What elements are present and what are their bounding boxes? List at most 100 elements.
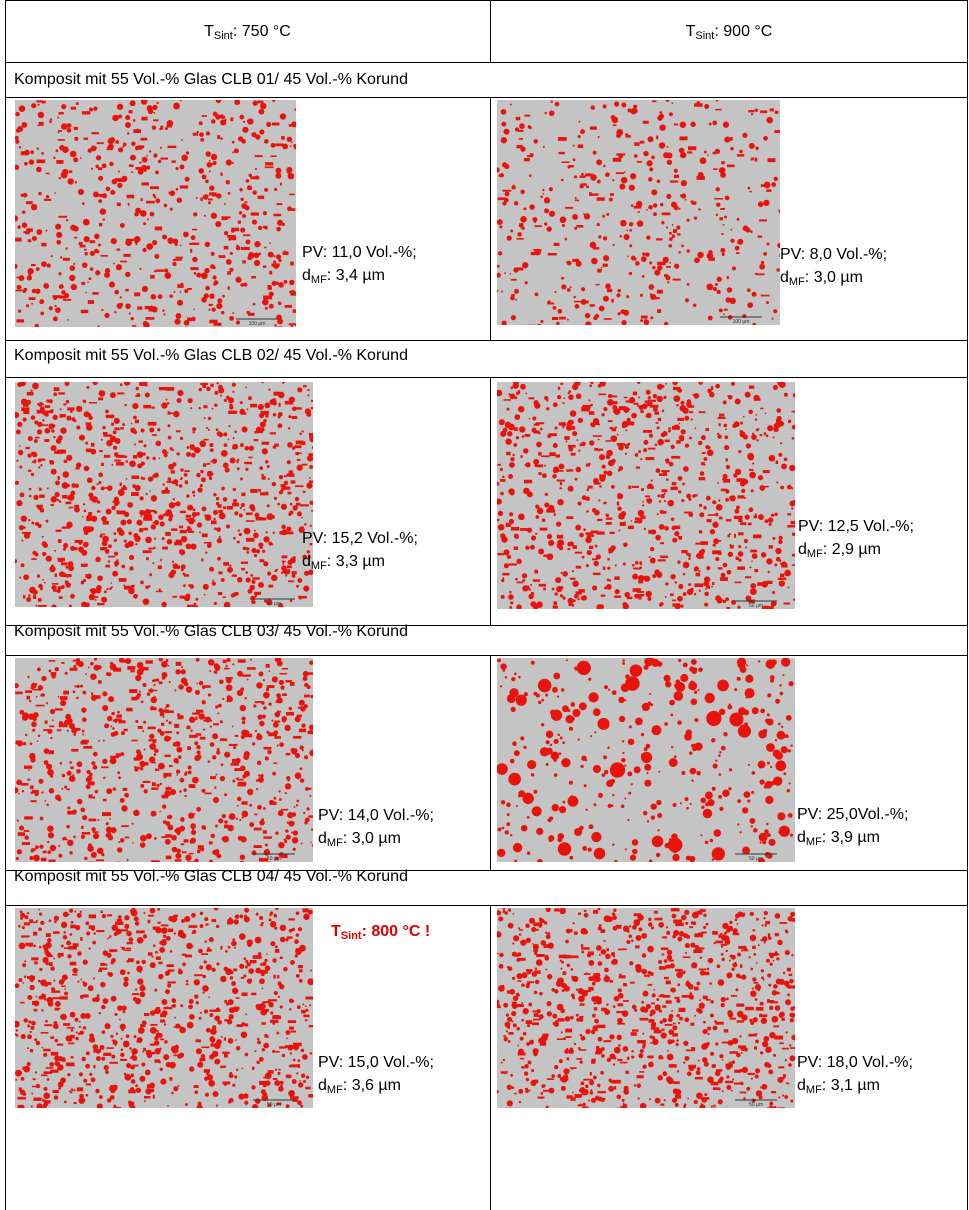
pore [671, 599, 676, 602]
pore [769, 1101, 774, 1106]
pore [256, 1037, 260, 1041]
pore [34, 323, 39, 327]
pore [311, 510, 313, 512]
pore [99, 534, 103, 538]
pore [135, 166, 144, 170]
pore [24, 923, 30, 925]
pore [288, 512, 291, 516]
pore [286, 460, 291, 465]
pore [198, 713, 205, 720]
pore [664, 1023, 673, 1026]
pore [614, 564, 617, 567]
pore [571, 383, 579, 391]
pore [118, 841, 121, 844]
pore [28, 159, 35, 165]
pore [159, 731, 165, 736]
pore [262, 265, 267, 268]
pore [304, 817, 310, 823]
pore [763, 432, 767, 436]
pore [26, 976, 35, 979]
pore [43, 283, 50, 289]
pore [181, 666, 184, 669]
pore [131, 584, 135, 588]
pore [70, 283, 77, 291]
pore [183, 473, 188, 477]
pore [112, 667, 122, 672]
pore [717, 679, 729, 692]
pore [299, 432, 302, 435]
pore [303, 694, 310, 698]
pore [196, 750, 201, 755]
pore [308, 1094, 313, 1098]
pore [763, 135, 768, 141]
pore [290, 1064, 299, 1068]
pore [97, 500, 101, 504]
pore [791, 487, 794, 490]
pore [595, 554, 601, 560]
pore [225, 259, 232, 265]
pore [137, 978, 144, 985]
pore [553, 242, 560, 246]
pore [265, 1008, 270, 1012]
pore [80, 1013, 87, 1019]
pore [558, 463, 565, 470]
pore [145, 833, 152, 840]
pore [297, 706, 304, 709]
pore [91, 692, 94, 696]
scale-label: 50 µm [267, 856, 281, 862]
pore [784, 950, 790, 956]
pore [684, 443, 690, 448]
pore [746, 288, 751, 293]
pore [119, 222, 125, 228]
pore [263, 418, 267, 423]
pore [170, 470, 175, 474]
pore [107, 560, 111, 563]
pore [294, 716, 301, 723]
pore [85, 291, 87, 294]
pore [609, 531, 615, 535]
pore [98, 222, 103, 227]
pore [509, 758, 515, 764]
pore [294, 108, 296, 111]
pore [309, 435, 313, 443]
pore [195, 716, 198, 721]
pore [647, 396, 651, 400]
pore [757, 475, 764, 481]
pore [192, 132, 198, 136]
pore [224, 751, 231, 758]
pore [700, 541, 708, 545]
pore [41, 791, 44, 794]
pore [611, 912, 616, 916]
pore [107, 672, 112, 677]
pore [558, 752, 562, 756]
pore [268, 999, 277, 1002]
pore [672, 525, 681, 530]
pore [138, 440, 143, 443]
pore [59, 996, 68, 1000]
pore [782, 674, 785, 677]
pore [738, 518, 743, 523]
pore [503, 563, 509, 569]
pore [715, 100, 718, 102]
pore [686, 402, 692, 407]
pore [274, 736, 278, 739]
pore [291, 208, 296, 212]
pore [188, 716, 196, 723]
pore [30, 978, 34, 983]
pore [22, 741, 27, 746]
pore [154, 226, 163, 231]
pore [92, 382, 98, 386]
pore [712, 763, 718, 769]
pore [634, 561, 639, 565]
pore [143, 444, 147, 448]
pore [38, 458, 46, 461]
pore [132, 325, 137, 327]
pore [89, 267, 94, 271]
pore [762, 470, 770, 474]
pore [84, 1012, 91, 1019]
pore [759, 263, 766, 270]
pore [646, 498, 653, 504]
pore [90, 694, 97, 701]
pore [73, 547, 78, 551]
pore [156, 783, 160, 788]
